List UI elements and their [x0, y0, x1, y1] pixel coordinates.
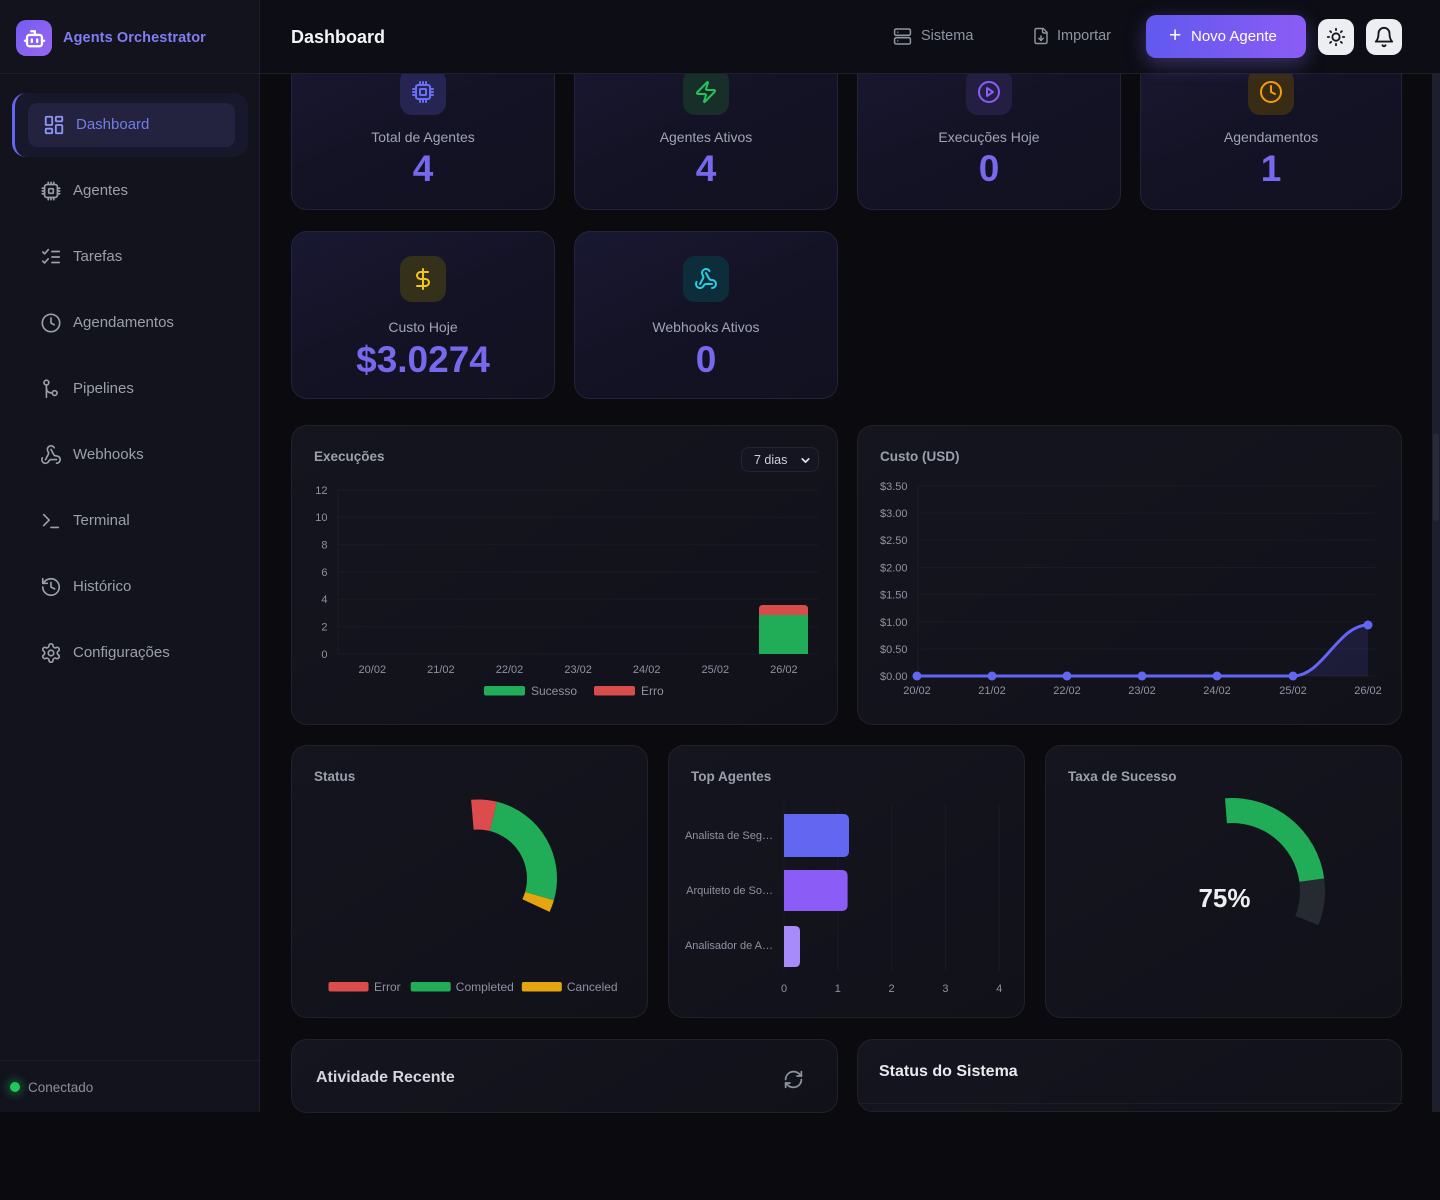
svg-text:12: 12 [315, 485, 327, 497]
svg-text:0: 0 [321, 649, 327, 661]
svg-text:$3.50: $3.50 [880, 481, 908, 493]
svg-text:75%: 75% [1198, 883, 1250, 913]
svg-text:$2.00: $2.00 [880, 563, 908, 575]
svg-text:2: 2 [321, 622, 327, 634]
svg-text:24/02: 24/02 [1203, 685, 1231, 697]
svg-text:23/02: 23/02 [564, 664, 592, 676]
svg-text:21/02: 21/02 [427, 664, 455, 676]
svg-text:1: 1 [835, 983, 841, 995]
svg-text:22/02: 22/02 [496, 664, 524, 676]
svg-text:Canceled: Canceled [567, 980, 618, 994]
svg-text:23/02: 23/02 [1128, 685, 1156, 697]
svg-text:$2.50: $2.50 [880, 535, 908, 547]
svg-text:6: 6 [321, 567, 327, 579]
svg-text:26/02: 26/02 [770, 664, 798, 676]
svg-text:4: 4 [321, 594, 327, 606]
svg-text:Arquiteto de So…: Arquiteto de So… [686, 885, 773, 897]
svg-text:$0.00: $0.00 [880, 671, 908, 683]
svg-text:25/02: 25/02 [1279, 685, 1307, 697]
svg-text:Sucesso: Sucesso [531, 684, 577, 698]
svg-text:20/02: 20/02 [903, 685, 931, 697]
svg-text:Erro: Erro [641, 684, 664, 698]
svg-text:$1.50: $1.50 [880, 590, 908, 602]
svg-text:10: 10 [315, 512, 327, 524]
svg-text:22/02: 22/02 [1053, 685, 1081, 697]
svg-text:Analista de Seg…: Analista de Seg… [685, 830, 773, 842]
svg-text:Completed: Completed [456, 980, 514, 994]
svg-text:0: 0 [781, 983, 787, 995]
svg-text:$1.00: $1.00 [880, 617, 908, 629]
svg-text:4: 4 [996, 983, 1002, 995]
svg-text:2: 2 [889, 983, 895, 995]
svg-text:20/02: 20/02 [359, 664, 387, 676]
svg-text:25/02: 25/02 [702, 664, 730, 676]
svg-text:21/02: 21/02 [978, 685, 1006, 697]
svg-text:Analisador de A…: Analisador de A… [685, 940, 773, 952]
svg-text:3: 3 [942, 983, 948, 995]
svg-text:Error: Error [374, 980, 401, 994]
svg-text:$0.50: $0.50 [880, 644, 908, 656]
svg-text:8: 8 [321, 540, 327, 552]
svg-text:26/02: 26/02 [1354, 685, 1382, 697]
svg-text:24/02: 24/02 [633, 664, 661, 676]
svg-text:$3.00: $3.00 [880, 508, 908, 520]
